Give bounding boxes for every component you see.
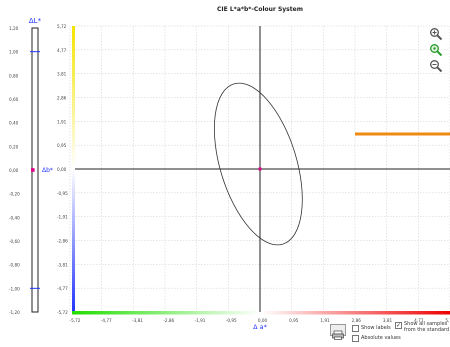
x-tick-label: 4,77 (414, 318, 424, 323)
tolerance-ellipse (213, 82, 303, 246)
x-tick-label: 0,00 (258, 318, 268, 323)
chart-title: CIE L*a*b*-Colour System (217, 6, 303, 13)
y-tick-label: 4,77 (57, 48, 67, 53)
y-tick-label: 2,86 (57, 96, 67, 101)
y-tick-label: -5,72 (57, 310, 68, 315)
show-all-samples-label: Show all samples from the standard (404, 321, 450, 333)
y-tick-label: -1,91 (57, 215, 68, 220)
x-tick-label: 2,86 (352, 318, 362, 323)
zoom-in-button[interactable] (429, 26, 443, 41)
y-tick-label: 0,00 (57, 167, 67, 172)
delta-b-axis-label: Δb* (42, 167, 53, 174)
x-tick-label: -5,72 (70, 318, 81, 323)
print-button[interactable] (330, 324, 346, 340)
x-axis-label: Δ a* (253, 323, 267, 331)
show-labels-option[interactable]: Show labels (352, 325, 391, 332)
cie-lab-chart-panel: 5,72 4,77 3,81 2,86 1,91 0,95 0,00 -0,95 -1,91 -2… (45, 0, 450, 343)
delta-l-tick-label: -0,20 (9, 192, 20, 197)
zoom-reset-button[interactable] (429, 42, 443, 57)
show-labels-checkbox[interactable] (352, 325, 359, 332)
delta-l-tick-label: 0,80 (9, 73, 19, 78)
x-tick-label: -0,95 (226, 318, 237, 323)
a-axis-color-bar (72, 311, 450, 315)
delta-l-sample-marker (31, 168, 35, 172)
delta-l-tick-label: 1,00 (9, 50, 19, 55)
delta-l-tick-label: -1,20 (9, 310, 20, 315)
sample-point-marker (258, 167, 262, 171)
x-tick-label: -4,77 (101, 318, 112, 323)
delta-l-tick-label: 1,20 (9, 26, 19, 31)
x-tick-label: 1,91 (320, 318, 330, 323)
x-tick-label: 3,81 (383, 318, 393, 323)
zoom-in-icon (430, 28, 443, 41)
absolute-values-checkbox[interactable] (352, 335, 359, 342)
x-tick-label: -1,91 (195, 318, 206, 323)
delta-l-tick-label: -1,00 (9, 286, 20, 291)
show-all-samples-option[interactable]: Show all samples from the standard (395, 321, 450, 333)
delta-l-axis-label: ΔL* (29, 17, 42, 25)
zoom-reset-icon (430, 44, 443, 57)
delta-l-tick-label: -0,60 (9, 239, 20, 244)
y-tick-label: 5,72 (57, 24, 67, 29)
delta-l-scale-panel: 1,20 1,00 0,80 0,60 0,40 0,20 0,00 -0,20 -0,40 -0… (0, 0, 65, 320)
delta-l-tick-label: 0,20 (9, 144, 19, 149)
cie-lab-chart: 5,72 4,77 3,81 2,86 1,91 0,95 0,00 -0,95 -1,91 -2… (57, 6, 450, 331)
zoom-out-icon (430, 60, 443, 73)
x-tick-label: -3,81 (132, 318, 143, 323)
delta-l-scale: 1,20 1,00 0,80 0,60 0,40 0,20 0,00 -0,20 -0,40 -0… (9, 17, 53, 315)
x-tick-label: 0,95 (289, 318, 299, 323)
printer-icon (332, 330, 344, 340)
y-tick-label: -2,86 (57, 239, 68, 244)
chart-controls-bar: Show labels Absolute values Show all sam… (0, 321, 450, 343)
x-tick-label: -2,86 (163, 318, 174, 323)
show-labels-label: Show labels (361, 325, 391, 331)
delta-l-tick-label: 0,40 (9, 121, 19, 126)
delta-l-tick-label: -0,80 (9, 263, 20, 268)
absolute-values-option[interactable]: Absolute values (352, 335, 401, 342)
delta-l-tick-label: -0,40 (9, 215, 20, 220)
x-tick-label: 5,72 (445, 318, 450, 323)
delta-l-tick-label: 0,00 (9, 168, 19, 173)
absolute-values-label: Absolute values (361, 335, 401, 341)
b-axis-color-bar (72, 26, 75, 312)
y-tick-label: 0,95 (57, 143, 67, 148)
y-tick-label: 1,91 (57, 119, 67, 124)
y-tick-label: 3,81 (57, 72, 67, 77)
y-tick-label: -4,77 (57, 286, 68, 291)
delta-l-tick-label: 0,60 (9, 97, 19, 102)
show-all-samples-checkbox[interactable] (395, 322, 402, 329)
y-tick-label: -3,81 (57, 262, 68, 267)
y-tick-label: -0,95 (57, 191, 68, 196)
zoom-out-button[interactable] (429, 58, 443, 73)
